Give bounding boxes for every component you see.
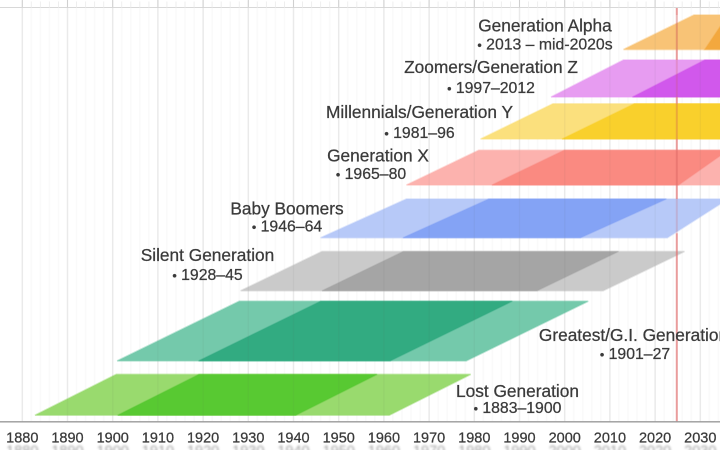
svg-text:1890: 1890 xyxy=(51,444,83,450)
svg-text:2020: 2020 xyxy=(639,444,671,450)
svg-text:1990: 1990 xyxy=(503,431,535,447)
svg-text:Zoomers/Generation Z: Zoomers/Generation Z xyxy=(404,57,578,77)
svg-text:Greatest/G.I. Generation: Greatest/G.I. Generation xyxy=(539,325,720,345)
svg-text:• 1997–2012: • 1997–2012 xyxy=(447,80,535,97)
svg-text:• 1946–64: • 1946–64 xyxy=(252,219,322,236)
svg-text:1900: 1900 xyxy=(97,444,129,450)
svg-text:2020: 2020 xyxy=(639,431,671,447)
svg-text:1950: 1950 xyxy=(323,444,355,450)
svg-text:2010: 2010 xyxy=(594,444,626,450)
svg-text:1970: 1970 xyxy=(413,431,445,447)
svg-text:1880: 1880 xyxy=(6,444,38,450)
svg-text:1990: 1990 xyxy=(503,444,535,450)
svg-text:Baby Boomers: Baby Boomers xyxy=(230,199,344,219)
svg-text:1930: 1930 xyxy=(232,431,264,447)
svg-text:1980: 1980 xyxy=(458,431,490,447)
svg-text:• 1883–1900: • 1883–1900 xyxy=(474,400,562,417)
svg-text:Millennials/Generation Y: Millennials/Generation Y xyxy=(326,102,513,122)
svg-text:• 1981–96: • 1981–96 xyxy=(384,125,454,142)
svg-text:2010: 2010 xyxy=(594,431,626,447)
svg-text:1910: 1910 xyxy=(142,444,174,450)
svg-text:1920: 1920 xyxy=(187,444,219,450)
svg-text:2000: 2000 xyxy=(549,444,581,450)
svg-text:2000: 2000 xyxy=(549,431,581,447)
svg-text:1930: 1930 xyxy=(232,444,264,450)
svg-text:Silent Generation: Silent Generation xyxy=(141,245,275,265)
svg-text:1950: 1950 xyxy=(323,431,355,447)
svg-text:• 1928–45: • 1928–45 xyxy=(172,267,242,284)
svg-text:2030: 2030 xyxy=(684,431,716,447)
svg-text:1940: 1940 xyxy=(277,444,309,450)
svg-text:1890: 1890 xyxy=(51,431,83,447)
svg-text:1940: 1940 xyxy=(277,431,309,447)
svg-text:• 2013 – mid-2020s: • 2013 – mid-2020s xyxy=(477,36,612,53)
svg-text:• 1965–80: • 1965–80 xyxy=(336,166,406,183)
svg-text:1960: 1960 xyxy=(368,444,400,450)
svg-text:1910: 1910 xyxy=(142,431,174,447)
svg-text:Generation Alpha: Generation Alpha xyxy=(478,15,612,35)
svg-text:1960: 1960 xyxy=(368,431,400,447)
svg-text:1880: 1880 xyxy=(6,431,38,447)
svg-text:Generation X: Generation X xyxy=(327,145,429,165)
svg-text:1980: 1980 xyxy=(458,444,490,450)
svg-text:• 1901–27: • 1901–27 xyxy=(600,346,670,363)
svg-text:1900: 1900 xyxy=(97,431,129,447)
svg-text:1920: 1920 xyxy=(187,431,219,447)
svg-text:Lost Generation: Lost Generation xyxy=(456,381,579,401)
svg-text:1970: 1970 xyxy=(413,444,445,450)
svg-text:2030: 2030 xyxy=(684,444,716,450)
